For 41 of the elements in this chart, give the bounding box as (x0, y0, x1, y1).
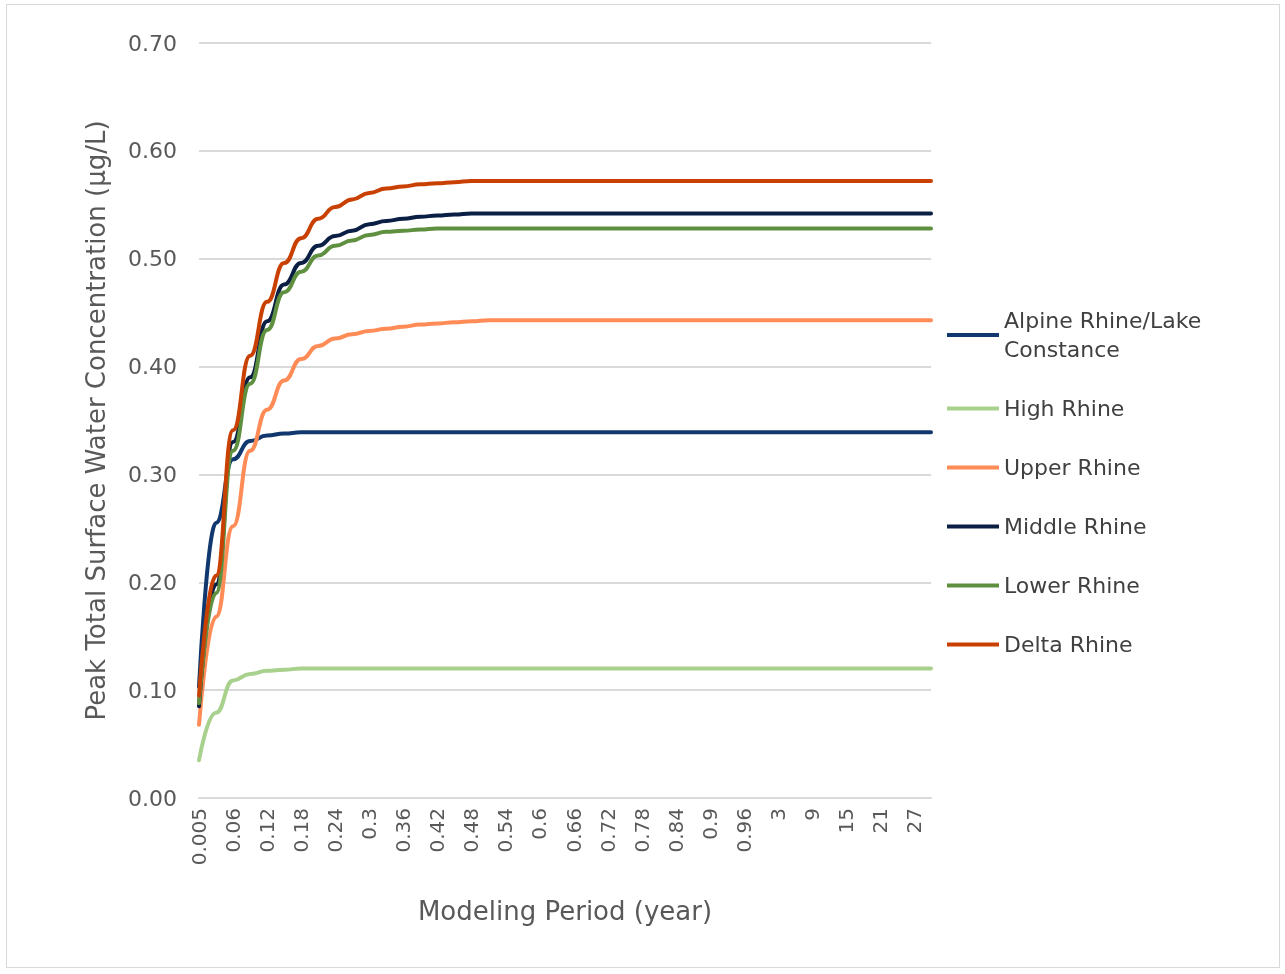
y-axis-title: Peak Total Surface Water Concentration (µg/L) (81, 120, 111, 721)
x-tick-label: 0.6 (527, 808, 552, 840)
x-tick-label: 0.96 (731, 808, 756, 853)
x-axis-title: Modeling Period (year) (417, 896, 713, 926)
x-tick-label: 0.54 (493, 808, 518, 853)
y-tick-label: 0.20 (128, 569, 177, 595)
x-tick-label: 27 (901, 808, 926, 834)
x-tick-label: 0.84 (663, 808, 688, 853)
legend-label: Middle Rhine (1004, 514, 1147, 539)
y-tick-label: 0.60 (128, 138, 177, 164)
x-tick-label: 0.48 (459, 808, 484, 853)
legend-label: Lower Rhine (1004, 573, 1140, 598)
y-tick-label: 0.50 (128, 246, 177, 272)
legend-label: Delta Rhine (1004, 632, 1133, 657)
x-tick-label: 0.3 (357, 808, 382, 840)
x-tick-label: 15 (833, 808, 858, 834)
x-tick-label: 0.24 (323, 808, 348, 853)
x-tick-label: 0.06 (221, 808, 246, 853)
y-tick-label: 0.00 (128, 785, 177, 811)
x-tick-label: 3 (765, 808, 790, 821)
x-tick-label: 0.18 (289, 808, 314, 853)
legend-label: Upper Rhine (1004, 455, 1141, 480)
x-tick-label: 0.72 (595, 808, 620, 853)
legend-label: High Rhine (1004, 396, 1125, 421)
x-tick-label: 0.9 (697, 808, 722, 840)
y-tick-label: 0.40 (128, 354, 177, 380)
x-tick-label: 0.36 (391, 808, 416, 853)
x-tick-label: 0.42 (425, 808, 450, 853)
x-tick-label: 0.66 (561, 808, 586, 853)
line-series (197, 318, 933, 727)
legend-label: Alpine Rhine/Lake Constance (1004, 308, 1209, 362)
x-tick-label: 9 (799, 808, 824, 821)
line-series (197, 666, 933, 763)
y-tick-label: 0.10 (128, 677, 177, 703)
x-tick-label: 0.12 (255, 808, 280, 853)
line-series (197, 430, 933, 689)
y-tick-label: 0.30 (128, 461, 177, 487)
x-tick-label: 21 (867, 808, 892, 834)
x-tick-label: 0.005 (187, 808, 211, 866)
x-tick-label: 0.78 (629, 808, 654, 853)
y-tick-label: 0.70 (128, 30, 177, 56)
